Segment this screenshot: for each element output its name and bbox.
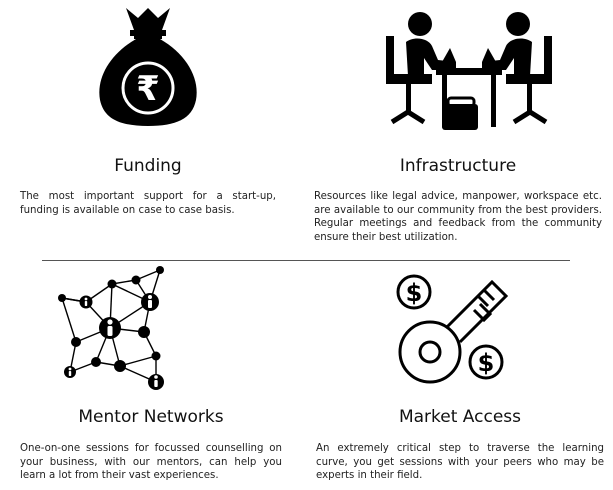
rupee-symbol: ₹	[136, 69, 160, 109]
feature-description: The most important support for a start-u…	[20, 191, 276, 216]
feature-description: An extremely critical step to traverse t…	[316, 443, 604, 482]
feature-title: Funding	[114, 156, 182, 176]
feature-title: Market Access	[398, 407, 522, 427]
feature-title: Infrastructure	[399, 156, 517, 176]
feature-description: One-on-one sessions for focussed counsel…	[20, 443, 282, 482]
dollar-symbol: $	[406, 279, 423, 307]
feature-title: Mentor Networks	[78, 407, 224, 427]
feature-description: Resources like legal advice, manpower, w…	[314, 191, 602, 243]
dollar-symbol: $	[478, 349, 495, 377]
key-dollar-icon: $ $	[396, 274, 509, 384]
people-network-icon	[58, 266, 164, 390]
meeting-table-icon	[386, 12, 552, 130]
section-divider	[42, 260, 570, 261]
money-bag-rupee-icon: ₹	[99, 8, 197, 126]
